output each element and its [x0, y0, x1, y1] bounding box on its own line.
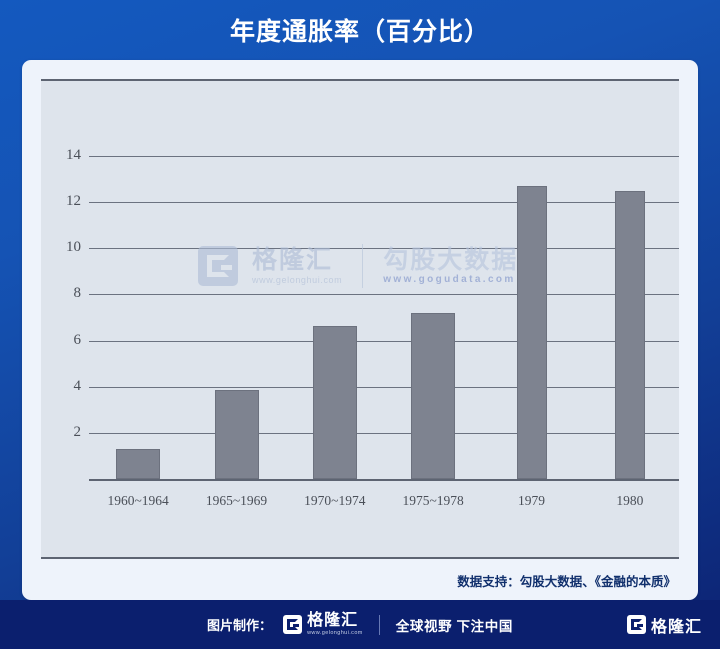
bar: [214, 390, 259, 479]
chart-card: 2 4 6 8 10 12 14 1960~1964 1965~1969 1970~1974 197…: [22, 60, 698, 600]
title-bar: 年度通胀率（百分比）: [0, 0, 720, 60]
gridline: [89, 156, 679, 158]
bar: [312, 325, 357, 479]
y-axis-tick-label: 12: [66, 193, 81, 210]
bar: [614, 190, 645, 479]
x-axis-tick-label: 1980: [616, 493, 644, 508]
footer-brand-url: www.gelonghui.com: [307, 629, 363, 636]
chart-canvas: 2 4 6 8 10 12 14 1960~1964 1965~1969 1970~1974 197…: [41, 81, 679, 557]
footer-brand-name: 格隆汇: [307, 611, 359, 629]
x-axis-tick-label: 1975~1978: [402, 493, 464, 508]
footer-bar: 图片制作： 格隆汇 www.gelonghui.com 全球视野 下注中国 格隆…: [0, 600, 720, 649]
gridline: [89, 340, 679, 342]
bar-series: 1960~1964 1965~1969 1970~1974 1975~1978 1979…: [89, 81, 679, 557]
footer-right-logo: 格隆汇: [626, 613, 702, 637]
x-axis-line: [89, 479, 679, 481]
x-axis-tick-label: 1970~1974: [304, 493, 366, 508]
y-axis-tick-label: 6: [73, 331, 82, 348]
chart-plot-area: 2 4 6 8 10 12 14 1960~1964 1965~1969 1970~1974 197…: [41, 79, 679, 559]
bar: [116, 449, 161, 479]
x-axis-tick-label: 1960~1964: [107, 493, 169, 508]
footer-brand-block: 格隆汇 www.gelonghui.com: [307, 611, 363, 637]
y-axis-tick-label: 10: [66, 239, 81, 256]
footer-divider: [378, 614, 380, 635]
gridline: [89, 202, 679, 204]
footer-made-by-label: 图片制作：: [207, 618, 273, 633]
gridline: [89, 432, 679, 434]
source-note: 数据支持：勾股大数据、《金融的本质》: [457, 575, 676, 589]
footer-logo: 格隆汇 www.gelonghui.com: [283, 611, 363, 637]
y-axis-tick-label: 8: [73, 285, 82, 302]
gelonghui-mark-icon: [283, 615, 303, 634]
gridline: [89, 386, 679, 388]
gelonghui-mark-icon-right: [626, 615, 646, 634]
page-title: 年度通胀率（百分比）: [229, 18, 490, 46]
footer-slogan: 全球视野 下注中国: [395, 618, 513, 634]
gridline: [89, 248, 679, 250]
gridline: [89, 294, 679, 296]
footer-credit: 图片制作： 格隆汇 www.gelonghui.com 全球视野 下注中国: [207, 611, 513, 637]
x-axis-tick-label: 1979: [517, 493, 545, 508]
bar: [411, 312, 456, 479]
y-axis-tick-label: 14: [66, 147, 81, 164]
bar: [516, 186, 547, 479]
y-axis-tick-label: 4: [73, 377, 82, 394]
y-axis-tick-label: 2: [73, 423, 82, 440]
x-axis-tick-label: 1965~1969: [205, 493, 268, 508]
footer-right-brand-name: 格隆汇: [650, 618, 702, 636]
